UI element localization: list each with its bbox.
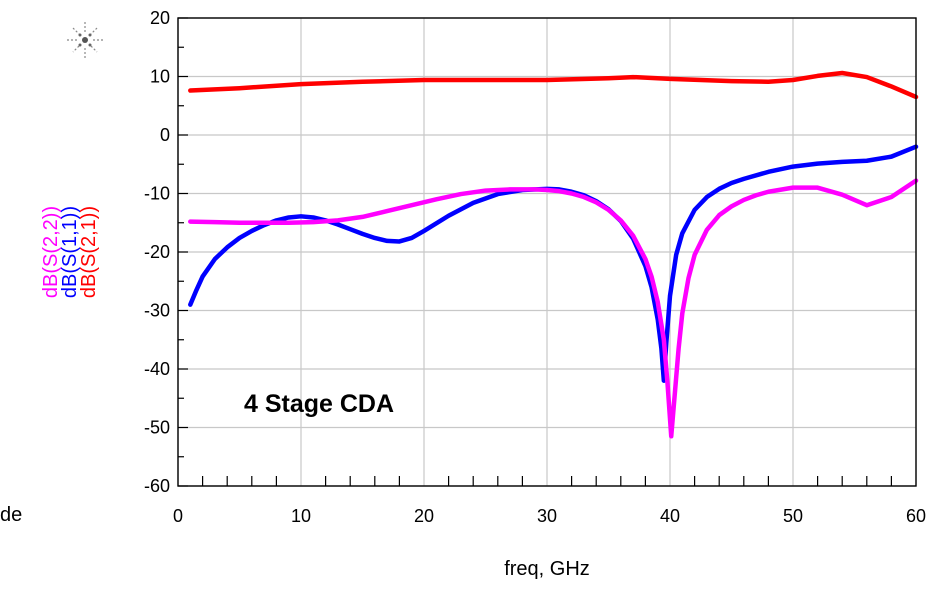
- y-tick-label: -30: [144, 301, 170, 321]
- series-line-s21: [188, 70, 919, 100]
- x-tick-label: 10: [291, 506, 311, 526]
- annotation-label: 4 Stage CDA: [244, 390, 394, 418]
- y-axis-labels: dB(S(2,1)) dB(S(1,1)) dB(S(2,2)): [40, 206, 100, 298]
- x-tick-label: 0: [173, 506, 183, 526]
- x-axis-label: freq, GHz: [504, 558, 590, 580]
- sparkle-logo-icon: [67, 22, 103, 58]
- plot-frame: [177, 17, 917, 487]
- series-line-s22: [188, 178, 919, 439]
- y-tick-label: -60: [144, 476, 170, 496]
- minor-ticks: [178, 17, 893, 487]
- left-fragment-text: de: [0, 504, 22, 526]
- y-axis-label-s11: dB(S(1,1)): [59, 206, 81, 298]
- y-tick-label: -50: [144, 418, 170, 438]
- x-tick-label: 50: [783, 506, 803, 526]
- series-lines: [188, 70, 919, 439]
- x-tick-labels: 0 10 20 30 40 50 60: [173, 506, 926, 526]
- x-tick-label: 30: [537, 506, 557, 526]
- y-tick-label: 20: [150, 8, 170, 28]
- x-tick-label: 60: [906, 506, 926, 526]
- y-tick-labels: 20 10 0 -10 -20 -30 -40 -50 -60: [144, 8, 170, 496]
- y-axis-label-s22: dB(S(2,2)): [40, 206, 62, 298]
- y-tick-label: -40: [144, 359, 170, 379]
- y-tick-label: 10: [150, 67, 170, 87]
- y-tick-label: 0: [160, 125, 170, 145]
- y-tick-label: -10: [144, 184, 170, 204]
- x-tick-label: 40: [660, 506, 680, 526]
- x-tick-label: 20: [414, 506, 434, 526]
- y-tick-label: -20: [144, 242, 170, 262]
- y-axis-label-s21: dB(S(2,1)): [78, 206, 100, 298]
